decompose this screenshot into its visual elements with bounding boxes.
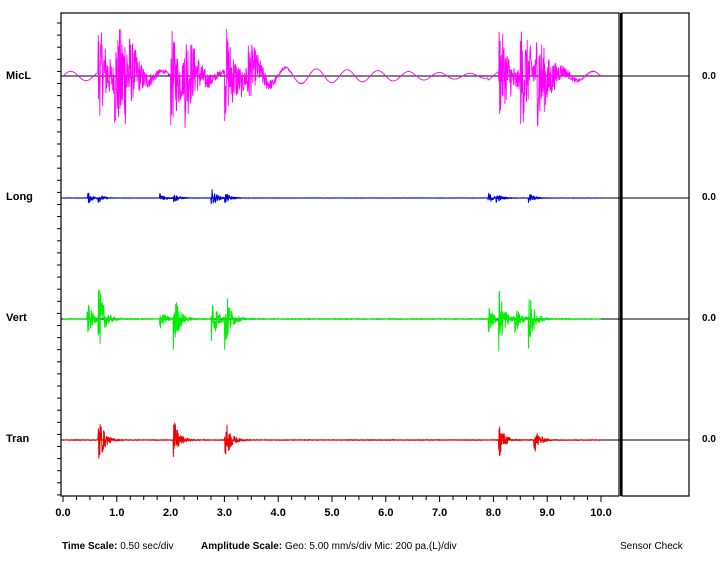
x-tick-label: 9.0 [540, 507, 555, 519]
time-scale-label: Time Scale: 0.50 sec/div [62, 541, 174, 552]
channel-label-vert: Vert [6, 312, 27, 324]
x-tick-label: 10.0 [590, 507, 611, 519]
time-scale-title: Time Scale: [62, 541, 118, 552]
x-tick-label: 8.0 [486, 507, 501, 519]
time-scale-value: 0.50 sec/div [120, 541, 174, 552]
plot-frame [60, 12, 620, 497]
sensor-check-box [621, 12, 690, 497]
x-tick-label: 0.0 [55, 507, 70, 519]
trace-micl [62, 28, 602, 128]
channel-value-micl: 0.0 [702, 71, 716, 82]
x-tick-label: 1.0 [109, 507, 124, 519]
amplitude-scale-label: Amplitude Scale: Geo: 5.00 mm/s/div Mic:… [201, 541, 457, 552]
x-tick-label: 7.0 [432, 507, 447, 519]
x-tick-label: 3.0 [217, 507, 232, 519]
x-tick-label: 2.0 [163, 507, 178, 519]
sensor-check-label: Sensor Check [620, 541, 683, 552]
amplitude-scale-value: Geo: 5.00 mm/s/div Mic: 200 pa.(L)/div [284, 541, 457, 552]
waveform-traces [61, 28, 689, 459]
channel-label-long: Long [6, 191, 33, 203]
trace-tran [62, 422, 602, 459]
channel-value-long: 0.0 [702, 192, 716, 203]
x-axis-ticks: 0.0 1.0 2.0 3.0 4.0 5.0 6.0 7.0 8.0 9.0 10.0 [55, 496, 612, 519]
x-tick-label: 4.0 [271, 507, 286, 519]
channel-value-tran: 0.0 [702, 434, 716, 445]
x-tick-label: 6.0 [378, 507, 393, 519]
channel-value-vert: 0.0 [702, 313, 716, 324]
x-tick-label: 5.0 [324, 507, 339, 519]
y-axis-ticks [57, 22, 61, 496]
channel-label-tran: Tran [6, 433, 30, 445]
amplitude-scale-title: Amplitude Scale: [201, 541, 283, 552]
channel-label-micl: MicL [6, 70, 32, 82]
trace-long [62, 189, 601, 205]
trace-vert [62, 289, 602, 352]
